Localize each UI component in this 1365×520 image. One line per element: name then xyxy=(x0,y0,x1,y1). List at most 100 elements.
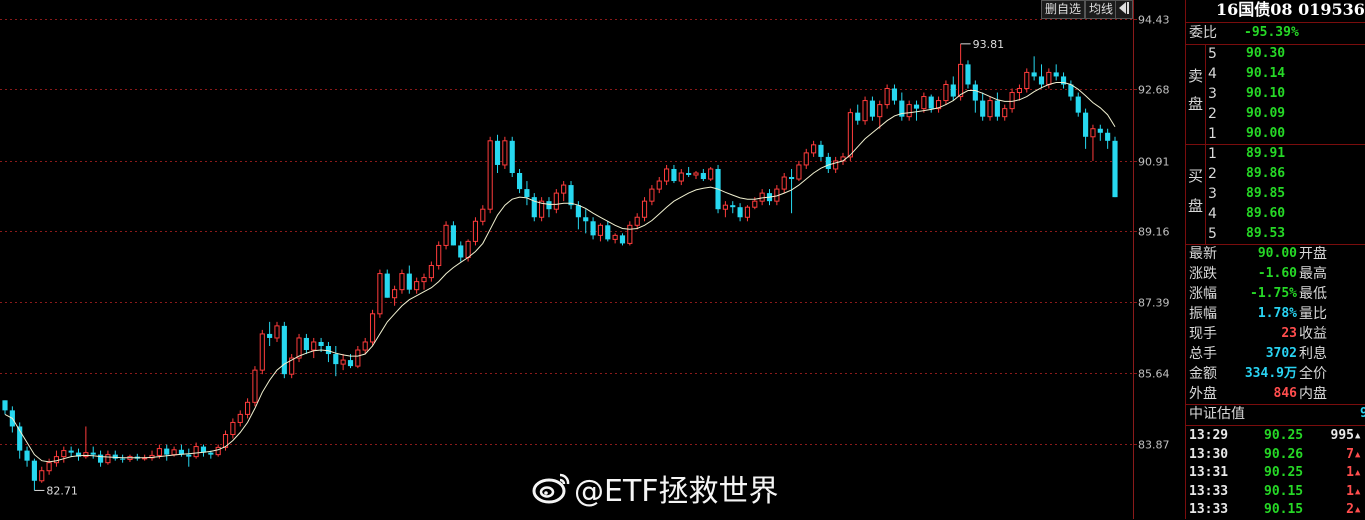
candle-body xyxy=(318,341,324,346)
valuation-value: 9 xyxy=(1360,406,1365,421)
candle-body xyxy=(245,401,251,415)
candle-body xyxy=(664,168,670,182)
candle-body xyxy=(972,84,978,101)
quote-panel: 16国债08 019536 委比 -95.39% 卖 盘 买 盘 5 90.30 4… xyxy=(1185,0,1365,519)
ma-line-button[interactable]: 均线 xyxy=(1085,0,1118,19)
stat-value: -1.60 xyxy=(1257,266,1297,281)
candle-body xyxy=(362,341,368,351)
candle-body xyxy=(112,454,118,459)
candle-body xyxy=(928,96,934,109)
stat-label: 现手 xyxy=(1189,326,1217,342)
candle-body xyxy=(612,234,618,240)
candle-body xyxy=(377,273,383,315)
candle-body xyxy=(553,192,559,210)
sell-side-label-1: 卖 xyxy=(1188,67,1204,85)
candle-body xyxy=(281,325,287,375)
stat-label: 总手 xyxy=(1189,346,1217,362)
delete-watchlist-button[interactable]: 删自选 xyxy=(1041,0,1086,19)
candle-body xyxy=(847,112,853,158)
candle-body xyxy=(17,426,23,451)
candle-body xyxy=(671,168,677,182)
candle-body xyxy=(399,273,405,291)
y-tick-label-2: 90.91 xyxy=(1138,156,1170,169)
candle-body xyxy=(222,434,229,448)
candle-body xyxy=(1053,72,1059,77)
order-ratio-label: 委比 xyxy=(1189,25,1217,41)
security-title: 16国债08 019536 xyxy=(1216,0,1365,19)
ma-line xyxy=(4,82,1116,463)
candle-body xyxy=(1031,72,1037,77)
candle-body xyxy=(1112,140,1118,198)
stat-right-label: 收益 xyxy=(1299,326,1327,342)
stat-value: 23 xyxy=(1281,326,1297,341)
ask-price: 90.30 xyxy=(1246,46,1286,61)
up-arrow-icon: ▲ xyxy=(1355,505,1361,515)
tick-volume: 7 xyxy=(1346,446,1354,462)
candle-body xyxy=(1060,76,1067,85)
candle-body xyxy=(811,144,817,154)
bid-level: 5 xyxy=(1208,226,1217,242)
high-annotation: 93.81 xyxy=(973,38,1005,51)
up-arrow-icon: ▲ xyxy=(1355,449,1361,460)
candle-body xyxy=(744,206,751,218)
candle-body xyxy=(53,456,60,464)
candle-body xyxy=(384,273,390,298)
stat-value: 90.00 xyxy=(1257,246,1297,261)
candle-body xyxy=(24,450,30,461)
candle-body xyxy=(737,207,743,218)
stat-label: 外盘 xyxy=(1189,386,1217,402)
candle-body xyxy=(796,164,802,180)
order-ratio-value: -95.39% xyxy=(1244,25,1299,40)
candle-body xyxy=(921,96,927,110)
candle-body xyxy=(267,333,273,338)
collapse-arrow-icon[interactable] xyxy=(1115,0,1133,19)
sell-side-label-2: 盘 xyxy=(1188,95,1204,113)
candle-body xyxy=(899,100,905,117)
candle-body xyxy=(1097,128,1103,133)
candle-body xyxy=(1024,71,1030,90)
candle-body xyxy=(340,359,346,365)
candle-body xyxy=(472,220,479,242)
up-arrow-icon: ▲ xyxy=(1355,486,1361,497)
candle-body xyxy=(392,289,398,299)
low-annotation: 82.71 xyxy=(46,484,78,497)
candle-body xyxy=(509,140,515,173)
candle-body xyxy=(686,173,692,176)
bid-price: 89.85 xyxy=(1246,186,1286,201)
candle-body xyxy=(487,140,493,210)
tick-price: 90.15 xyxy=(1264,502,1304,517)
ask-level: 4 xyxy=(1208,66,1217,82)
tick-volume: 1 xyxy=(1346,483,1354,499)
watermark: @ETF拯救世界 xyxy=(574,474,779,509)
stat-label: 涨跌 xyxy=(1189,266,1217,282)
candle-body xyxy=(825,156,831,169)
candle-body xyxy=(833,160,839,170)
candle-body xyxy=(906,104,912,118)
ask-level: 3 xyxy=(1208,86,1217,102)
stat-right-label: 利息 xyxy=(1299,346,1327,362)
candle-body xyxy=(303,337,309,351)
candle-body xyxy=(583,217,589,222)
candle-body xyxy=(575,205,581,218)
tick-time: 13:29 xyxy=(1189,428,1229,443)
candle-body xyxy=(502,140,508,166)
stat-right-label: 量比 xyxy=(1299,306,1327,322)
bid-price: 89.60 xyxy=(1246,206,1286,221)
candle-body xyxy=(700,173,706,180)
candle-body xyxy=(31,460,37,481)
tick-price: 90.15 xyxy=(1264,483,1304,499)
candlestick-chart[interactable]: 94.43 92.68 90.91 89.16 87.39 85.64 83.87 93.81… xyxy=(0,0,1185,519)
candle-body xyxy=(862,100,868,122)
candle-body xyxy=(1090,128,1096,138)
tick-time: 13:33 xyxy=(1189,483,1229,499)
candle-body xyxy=(943,83,949,102)
candle-body xyxy=(406,273,412,290)
candle-body xyxy=(678,172,684,182)
candle-body xyxy=(450,225,456,246)
up-arrow-icon: ▲ xyxy=(1355,468,1361,478)
y-tick-label-1: 92.68 xyxy=(1138,84,1170,97)
candle-body xyxy=(200,446,207,453)
candle-body xyxy=(347,360,354,367)
candle-body xyxy=(68,450,74,453)
candle-body xyxy=(369,313,376,343)
